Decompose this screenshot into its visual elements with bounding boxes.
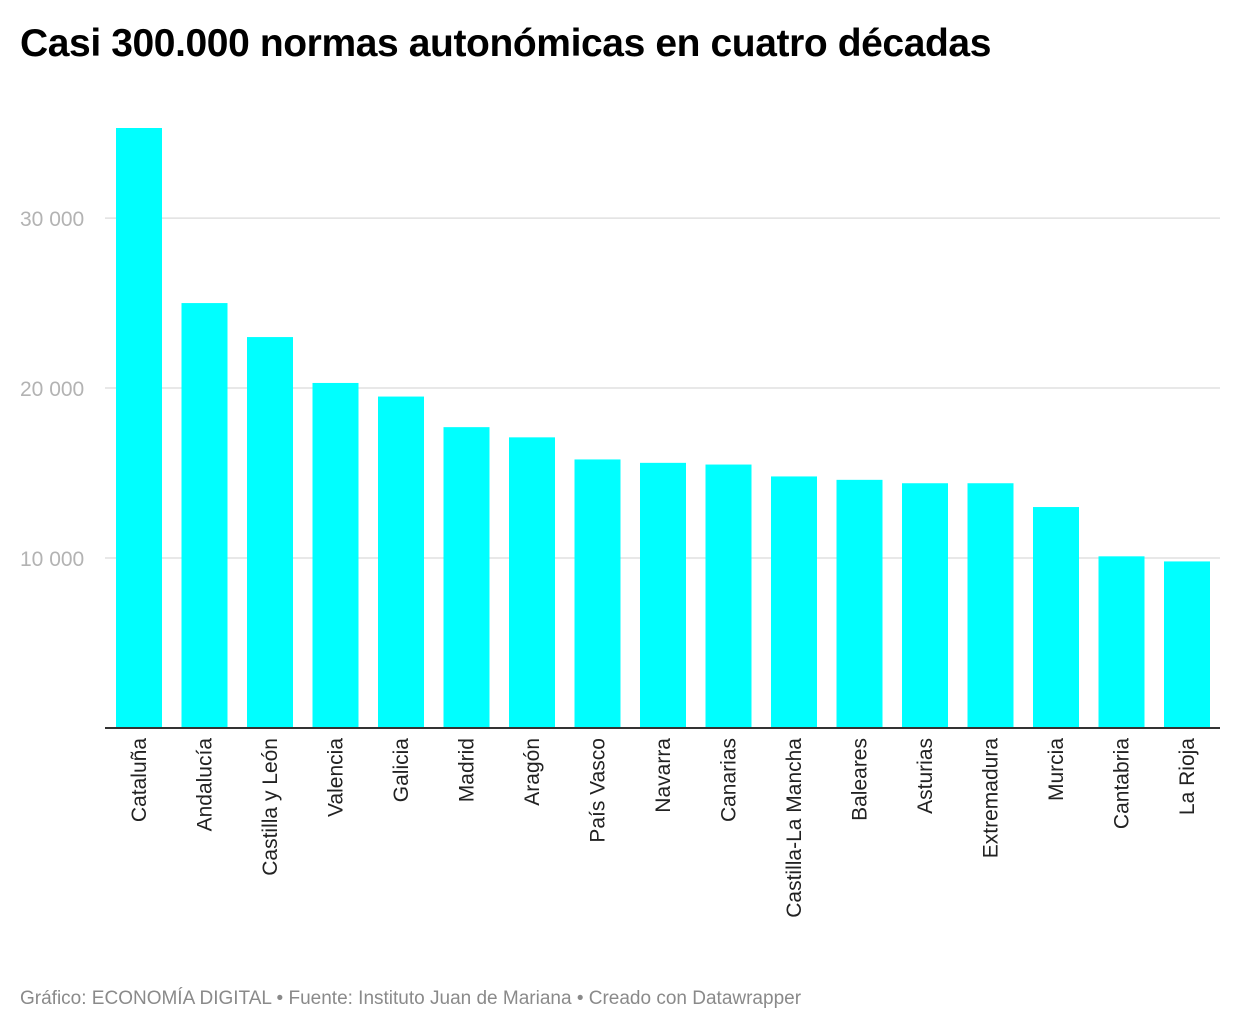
bar — [1164, 561, 1210, 728]
bars — [116, 128, 1210, 728]
bar — [312, 382, 359, 728]
bar — [1033, 507, 1079, 728]
bar — [509, 437, 555, 728]
x-category-label: Canarias — [718, 738, 741, 822]
x-category-label: País Vasco — [587, 738, 610, 843]
x-category-label: Galicia — [390, 738, 413, 803]
x-category-label: Castilla y León — [259, 738, 282, 876]
category-labels: Cataluña Andalucía Castilla y León Valencia… — [128, 738, 1199, 918]
bar — [705, 464, 752, 728]
x-category-label: Aragón — [521, 738, 544, 806]
bar-chart: 10 000 20 000 30 000 Cataluña Andalucía Cast… — [20, 128, 1220, 918]
x-category-label: Andalucía — [194, 738, 217, 832]
y-tick-label: 20 000 — [20, 378, 84, 401]
y-tick-label: 30 000 — [20, 208, 84, 231]
x-category-label: Navarra — [652, 738, 675, 813]
bar — [771, 476, 817, 728]
bar — [1098, 556, 1145, 728]
bar — [967, 483, 1014, 728]
x-category-label: Madrid — [456, 738, 479, 802]
bar — [902, 483, 948, 728]
x-category-label: Cantabria — [1111, 738, 1134, 829]
x-category-label: Asturias — [914, 738, 937, 814]
x-category-label: Baleares — [849, 738, 872, 821]
bar — [640, 462, 686, 728]
bar — [443, 427, 490, 728]
x-category-label: Valencia — [325, 738, 348, 817]
bar — [247, 337, 293, 728]
bar — [836, 479, 883, 728]
chart-title: Casi 300.000 normas autonómicas en cuatr… — [20, 22, 991, 65]
x-category-label: Extremadura — [980, 738, 1003, 859]
bar — [574, 459, 621, 728]
bar — [378, 396, 424, 728]
x-category-label: La Rioja — [1176, 738, 1199, 815]
chart-footer: Gráfico: ECONOMÍA DIGITAL • Fuente: Inst… — [20, 988, 802, 1009]
x-category-label: Cataluña — [128, 738, 151, 822]
y-tick-label: 10 000 — [20, 548, 84, 571]
bar — [181, 303, 228, 728]
x-category-label: Murcia — [1045, 738, 1068, 801]
x-category-label: Castilla-La Mancha — [783, 738, 806, 918]
bar — [116, 128, 162, 728]
